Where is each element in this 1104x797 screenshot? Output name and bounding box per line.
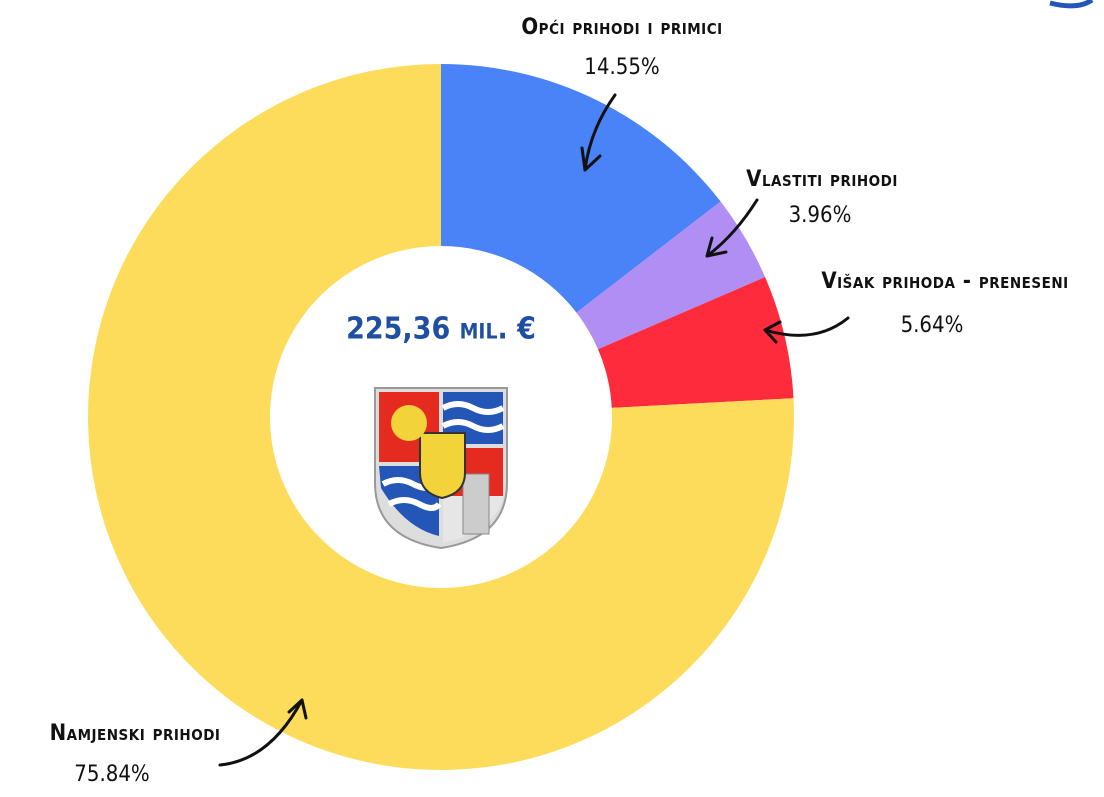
value-label: 75.84%	[74, 762, 149, 787]
value-label: 5.64%	[901, 313, 964, 338]
corner-logo	[1049, 0, 1094, 9]
slice-label: Opći prihodi i primici	[521, 15, 722, 40]
slice-label: Vlastiti prihodi	[746, 167, 898, 192]
slice	[87, 64, 795, 770]
arrow	[763, 316, 850, 344]
value-label: 3.96%	[789, 203, 852, 228]
slice	[597, 277, 794, 408]
arrow	[580, 93, 617, 172]
slice	[576, 201, 766, 350]
slice-label: Namjenski prihodi	[50, 721, 221, 746]
center-total: 225,36 mil. €	[346, 312, 536, 347]
arrow	[218, 698, 308, 767]
value-label: 14.55%	[584, 55, 659, 80]
slice	[441, 64, 721, 313]
slice-label: Višak prihoda - preneseni	[821, 269, 1068, 294]
coat-of-arms	[374, 387, 508, 550]
slices	[87, 64, 795, 770]
arrow	[705, 198, 759, 258]
